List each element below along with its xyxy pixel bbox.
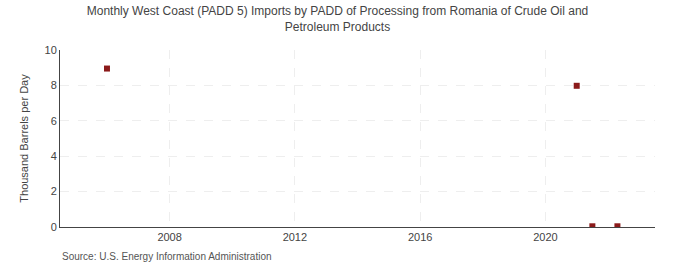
svg-text:Source: U.S. Energy Informatio: Source: U.S. Energy Information Administ… [62, 251, 272, 262]
svg-text:6: 6 [51, 115, 57, 127]
svg-text:2020: 2020 [533, 231, 557, 243]
svg-text:0: 0 [51, 221, 57, 233]
svg-text:10: 10 [45, 44, 57, 56]
svg-text:8: 8 [51, 79, 57, 91]
svg-text:2016: 2016 [408, 231, 432, 243]
svg-text:2008: 2008 [157, 231, 181, 243]
svg-text:Thousand Barrels per Day: Thousand Barrels per Day [18, 74, 30, 203]
svg-text:2: 2 [51, 185, 57, 197]
svg-text:Monthly West Coast (PADD 5) Im: Monthly West Coast (PADD 5) Imports by P… [87, 4, 589, 34]
svg-text:2012: 2012 [283, 231, 307, 243]
svg-text:4: 4 [51, 150, 57, 162]
